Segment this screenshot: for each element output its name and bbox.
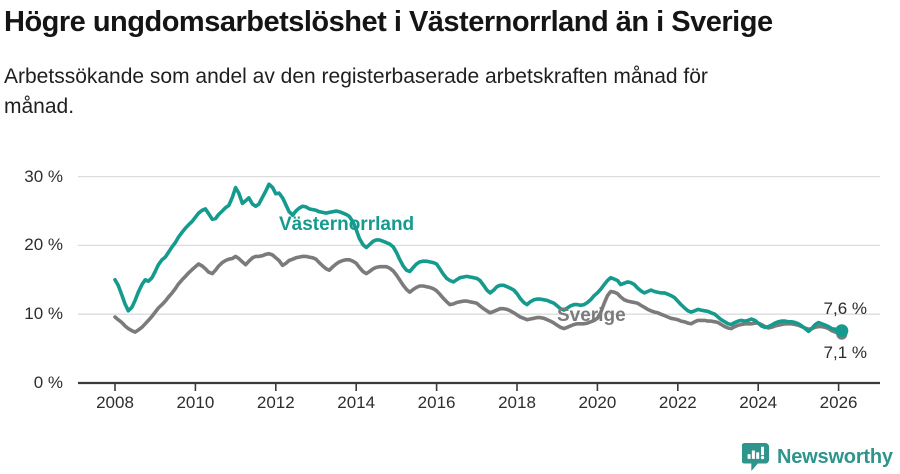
series-label-sverige: Sverige (557, 305, 626, 326)
x-axis-label: 2016 (417, 393, 456, 412)
x-axis-label: 2022 (658, 393, 697, 412)
x-axis-label: 2012 (256, 393, 295, 412)
newsworthy-logo-text: Newsworthy (777, 445, 893, 468)
x-axis-label: 2020 (578, 393, 617, 412)
newsworthy-logo: Newsworthy (741, 442, 893, 472)
page-title: Högre ungdomsarbetslöshet i Västernorrla… (4, 6, 773, 38)
x-axis-label: 2024 (739, 393, 778, 412)
speech-bubble-bar-chart-icon (741, 442, 770, 472)
x-axis-label: 2008 (96, 393, 134, 412)
chart-subtitle: Arbetssökande som andel av den registerb… (4, 65, 708, 118)
y-axis-label: 0 % (33, 373, 63, 392)
y-axis-label: 10 % (24, 304, 63, 324)
line-västernorrland (113, 182, 844, 334)
x-axis-label: 2026 (819, 393, 858, 412)
endpoint-dot-västernorrland (835, 324, 849, 338)
end-value-label-vasternorrland: 7,6 % (823, 299, 867, 318)
line-sverige (113, 251, 844, 337)
series-label-vasternorrland: Västernorrland (279, 214, 415, 235)
y-axis-label: 30 % (24, 166, 63, 186)
end-value-label-sverige: 7,1 % (823, 343, 867, 362)
y-axis-label: 20 % (24, 235, 63, 255)
x-axis-label: 2010 (176, 393, 215, 412)
x-axis-label: 2018 (498, 393, 536, 412)
x-axis-label: 2014 (337, 393, 376, 412)
